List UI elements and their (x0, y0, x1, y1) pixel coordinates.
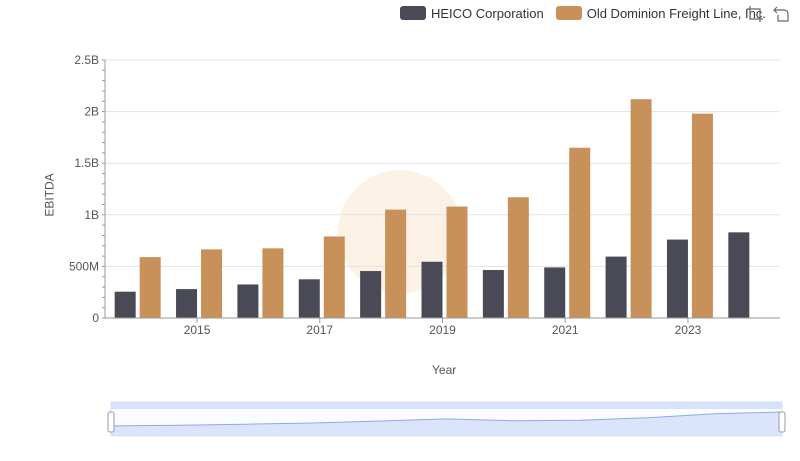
bar-heico-2016 (237, 284, 259, 318)
y-axis: 0 500M 1B 1.5B 2B 2.5B (69, 53, 106, 325)
slider-top-bar (111, 402, 782, 409)
x-tick-label: 2023 (675, 323, 702, 337)
bar-heico-2024 (728, 232, 750, 318)
zoom-select-icon[interactable] (746, 5, 764, 23)
chart-toolbar (746, 5, 798, 23)
y-tick-label: 1B (84, 208, 99, 222)
bars (114, 99, 750, 318)
y-tick-label: 2.5B (74, 53, 99, 67)
bar-heico-2023 (666, 239, 688, 318)
bar-heico-2018 (360, 271, 382, 318)
legend-swatch-old-dominion (555, 6, 582, 20)
bar-heico-2020 (482, 270, 504, 318)
bar-heico-2021 (544, 267, 566, 318)
bar-old-dominion-2014 (139, 257, 161, 318)
slider-overview-area (111, 412, 782, 436)
legend: HEICO Corporation Old Dominion Freight L… (400, 4, 778, 22)
legend-label-old-dominion: Old Dominion Freight Line, Inc. (586, 5, 766, 21)
bar-heico-2019 (421, 261, 443, 318)
y-axis-title: EBITDA (42, 173, 57, 217)
bar-old-dominion-2016 (262, 248, 284, 318)
bar-old-dominion-2022 (630, 99, 652, 318)
x-tick-label: 2019 (429, 323, 456, 337)
legend-swatch-heico (400, 6, 426, 20)
y-tick-label: 500M (69, 259, 99, 273)
bar-old-dominion-2017 (323, 236, 345, 318)
x-axis: 2015 2017 2019 2021 2023 (105, 317, 780, 337)
bar-old-dominion-2019 (446, 206, 468, 318)
bar-heico-2022 (605, 256, 627, 318)
y-tick-label: 1.5B (74, 156, 99, 170)
x-axis-title: Year (432, 363, 457, 377)
y-tick-label: 0 (92, 311, 99, 325)
slider-handle-left (107, 411, 115, 433)
slider-overview-line (110, 411, 783, 427)
legend-label-heico: HEICO Corporation (431, 5, 544, 21)
bar-old-dominion-2015 (201, 249, 223, 318)
bar-old-dominion-2018 (385, 209, 407, 318)
legend-item-old-dominion[interactable]: Old Dominion Freight Line, Inc. (555, 5, 766, 21)
legend-item-heico[interactable]: HEICO Corporation (400, 6, 544, 21)
bar-old-dominion-2021 (569, 147, 591, 318)
zoom-slider[interactable] (107, 401, 786, 437)
y-tick-label: 2B (84, 105, 99, 119)
bar-old-dominion-2023 (691, 113, 713, 318)
bar-heico-2015 (176, 289, 198, 318)
bar-old-dominion-2020 (507, 197, 529, 318)
x-tick-label: 2017 (306, 323, 333, 337)
slider-handle-right (778, 411, 786, 433)
bar-heico-2017 (298, 279, 320, 318)
x-tick-label: 2015 (184, 323, 211, 337)
bar-heico-2014 (114, 291, 136, 318)
zoom-reset-icon[interactable] (772, 5, 790, 23)
x-tick-label: 2021 (552, 323, 579, 337)
